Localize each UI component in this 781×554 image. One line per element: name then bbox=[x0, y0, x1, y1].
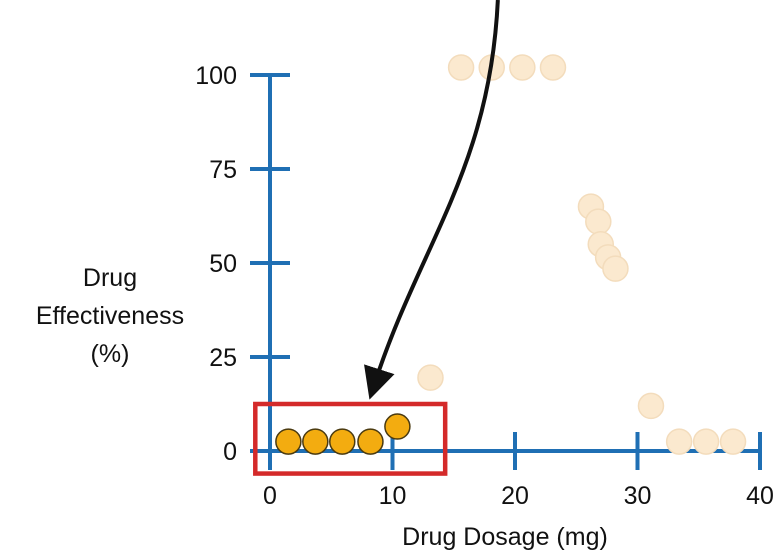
highlighted-point bbox=[302, 428, 329, 455]
axis-labels: Drug Dosage (mg) Drug Effectiveness (%) bbox=[36, 264, 608, 551]
annotations bbox=[253, 0, 500, 476]
highlighted-points bbox=[275, 413, 411, 455]
x-axis-label: Drug Dosage (mg) bbox=[402, 523, 608, 551]
y-tick-label: 50 bbox=[209, 250, 237, 278]
x-tick-label: 40 bbox=[746, 482, 774, 510]
axes bbox=[268, 73, 762, 453]
y-axis-label-line-1: Drug bbox=[83, 264, 137, 292]
highlighted-point bbox=[275, 428, 302, 455]
y-tick-label: 100 bbox=[195, 62, 237, 90]
faded-point bbox=[447, 54, 475, 81]
ticks: 0 10 20 30 40 0 25 50 75 100 bbox=[195, 62, 774, 510]
x-tick-label: 20 bbox=[501, 482, 529, 510]
faded-point bbox=[665, 428, 693, 455]
faded-point bbox=[602, 255, 629, 282]
x-tick-label: 30 bbox=[624, 482, 652, 510]
faded-point bbox=[509, 54, 536, 81]
faded-points bbox=[417, 54, 747, 455]
faded-point bbox=[539, 54, 567, 81]
highlighted-point bbox=[329, 428, 356, 455]
y-tick-label: 75 bbox=[209, 156, 237, 184]
faded-point bbox=[719, 428, 747, 455]
y-axis-label-line-3: (%) bbox=[91, 340, 130, 368]
highlighted-point bbox=[384, 413, 411, 440]
faded-point bbox=[692, 428, 720, 455]
highlight-box bbox=[253, 401, 448, 476]
y-tick-label: 25 bbox=[209, 344, 237, 372]
faded-point bbox=[585, 208, 612, 235]
x-tick-label: 10 bbox=[379, 482, 407, 510]
highlighted-point bbox=[357, 428, 384, 455]
curved-arrow bbox=[364, 0, 500, 400]
y-tick-label: 0 bbox=[223, 438, 237, 466]
y-axis-label-line-2: Effectiveness bbox=[36, 302, 184, 330]
faded-point bbox=[417, 364, 444, 391]
x-tick-label: 0 bbox=[263, 482, 277, 510]
faded-point bbox=[637, 392, 665, 420]
